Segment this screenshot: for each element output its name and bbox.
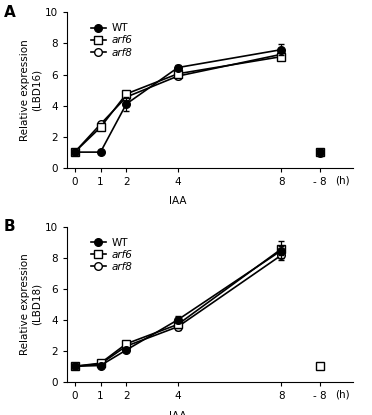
Legend: WT, arf6, arf8: WT, arf6, arf8 xyxy=(87,19,137,62)
Legend: WT, arf6, arf8: WT, arf6, arf8 xyxy=(87,233,137,276)
Text: IAA: IAA xyxy=(169,410,187,415)
Text: B: B xyxy=(4,219,16,234)
Text: (h): (h) xyxy=(335,176,350,186)
Y-axis label: Relative expression
(LBD16): Relative expression (LBD16) xyxy=(20,39,42,141)
Text: (h): (h) xyxy=(335,390,350,400)
Y-axis label: Relative expression
(LBD18): Relative expression (LBD18) xyxy=(20,253,42,355)
Text: IAA: IAA xyxy=(169,196,187,206)
Text: A: A xyxy=(4,5,16,20)
